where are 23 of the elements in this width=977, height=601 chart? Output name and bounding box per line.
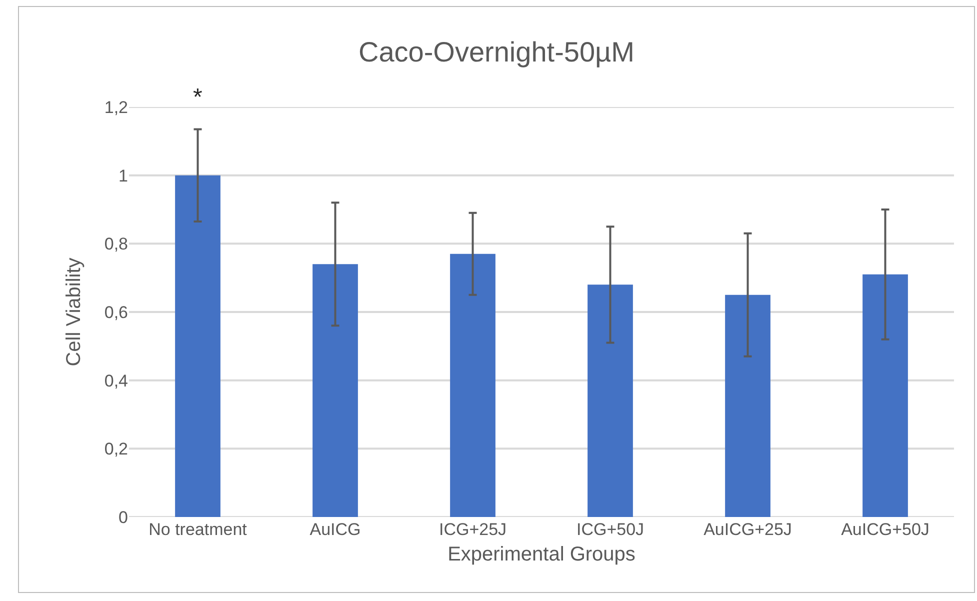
bar — [725, 294, 770, 517]
bar — [312, 264, 358, 517]
x-tick-label: ICG+25J — [438, 520, 507, 539]
y-axis-title: Cell Viability — [62, 258, 85, 366]
y-tick-label: 1 — [118, 166, 128, 186]
bar — [862, 274, 908, 517]
y-tick-label: 0,6 — [104, 302, 128, 322]
x-tick-label: No treatment — [148, 520, 248, 539]
y-tick-label: 0,2 — [104, 440, 128, 459]
bar — [588, 284, 633, 517]
y-tick-label: 0,8 — [104, 234, 128, 254]
x-tick-label: AuICG — [310, 520, 361, 539]
y-tick-label: 0 — [118, 508, 128, 527]
bar — [175, 175, 220, 517]
x-tick-label: ICG+50J — [576, 520, 644, 539]
bar — [450, 254, 496, 517]
x-axis-title: Experimental Groups — [448, 544, 636, 566]
chart-title: Caco-Overnight-50µM — [358, 36, 635, 68]
x-tick-label: AuICG+25J — [704, 520, 792, 539]
annotation: * — [193, 84, 202, 111]
x-tick-label: AuICG+50J — [841, 520, 930, 539]
y-tick-label: 1,2 — [104, 98, 128, 117]
y-tick-label: 0,4 — [104, 371, 128, 390]
